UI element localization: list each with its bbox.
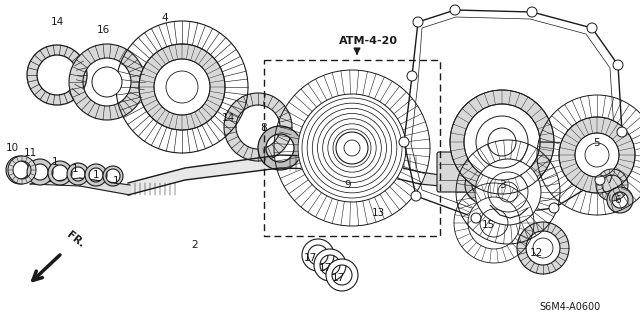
Polygon shape (116, 21, 248, 153)
Text: 6: 6 (614, 195, 621, 205)
Polygon shape (468, 197, 520, 249)
Text: 11: 11 (24, 148, 36, 158)
Text: 14: 14 (221, 113, 235, 123)
Wedge shape (450, 90, 554, 194)
Wedge shape (224, 93, 292, 161)
Text: 3: 3 (499, 180, 506, 190)
Circle shape (92, 67, 122, 97)
Text: 1: 1 (113, 176, 119, 186)
Text: 14: 14 (51, 17, 63, 27)
Text: 13: 13 (371, 208, 385, 218)
Polygon shape (274, 70, 430, 226)
Wedge shape (27, 159, 53, 185)
Polygon shape (128, 155, 420, 195)
Text: 9: 9 (345, 180, 351, 190)
Wedge shape (67, 163, 89, 185)
Wedge shape (314, 249, 346, 281)
Wedge shape (69, 44, 145, 120)
Wedge shape (607, 187, 633, 213)
Text: S6M4-A0600: S6M4-A0600 (540, 302, 600, 312)
Text: 5: 5 (593, 138, 599, 148)
Wedge shape (8, 156, 36, 184)
Circle shape (587, 23, 597, 33)
Text: ATM-4-20: ATM-4-20 (339, 36, 398, 46)
Polygon shape (30, 178, 80, 186)
Circle shape (617, 127, 627, 137)
Circle shape (595, 175, 605, 185)
Text: 1: 1 (72, 164, 78, 174)
Text: 17: 17 (318, 263, 332, 273)
Text: 10: 10 (5, 143, 19, 153)
Text: 1: 1 (93, 170, 99, 180)
Circle shape (549, 203, 559, 213)
Text: FR.: FR. (65, 230, 86, 250)
FancyBboxPatch shape (437, 152, 469, 192)
Circle shape (407, 71, 417, 81)
Circle shape (450, 90, 554, 194)
Polygon shape (298, 94, 406, 202)
Circle shape (411, 191, 421, 201)
Wedge shape (6, 156, 34, 184)
Wedge shape (596, 169, 628, 201)
Wedge shape (465, 167, 501, 203)
Circle shape (533, 238, 553, 258)
Text: 16: 16 (97, 25, 109, 35)
Circle shape (613, 60, 623, 70)
Circle shape (399, 137, 409, 147)
Polygon shape (537, 95, 640, 215)
Wedge shape (517, 222, 569, 274)
Wedge shape (559, 117, 635, 193)
Wedge shape (302, 239, 334, 271)
Text: 17: 17 (303, 253, 317, 263)
Text: 8: 8 (260, 123, 268, 133)
Text: 7: 7 (605, 175, 612, 185)
Polygon shape (80, 178, 130, 195)
Wedge shape (326, 259, 358, 291)
Wedge shape (103, 166, 123, 186)
Text: 4: 4 (162, 13, 168, 23)
Wedge shape (139, 44, 225, 130)
Circle shape (471, 213, 481, 223)
Polygon shape (420, 172, 460, 188)
Wedge shape (48, 161, 72, 185)
Polygon shape (139, 44, 225, 130)
Text: 17: 17 (332, 273, 344, 283)
Wedge shape (27, 45, 87, 105)
Circle shape (413, 17, 423, 27)
Polygon shape (454, 183, 534, 263)
Circle shape (344, 140, 360, 156)
Circle shape (450, 5, 460, 15)
Wedge shape (85, 164, 107, 186)
Circle shape (527, 7, 537, 17)
Wedge shape (258, 126, 302, 170)
Text: 1: 1 (52, 157, 58, 167)
Polygon shape (475, 159, 541, 225)
Text: 2: 2 (192, 240, 198, 250)
Text: 12: 12 (529, 248, 543, 258)
Polygon shape (559, 117, 635, 193)
Circle shape (336, 132, 368, 164)
Text: 15: 15 (481, 220, 495, 230)
Polygon shape (456, 140, 560, 244)
